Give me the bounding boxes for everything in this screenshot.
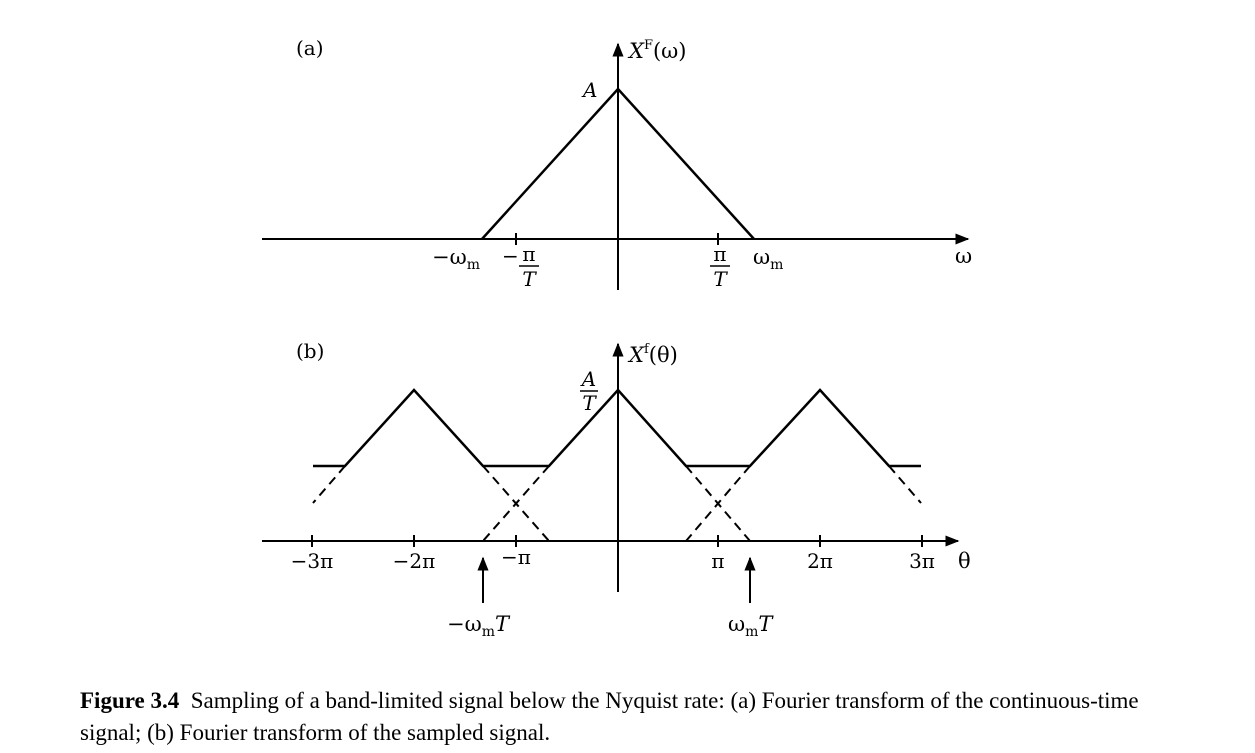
panel-a-neg-omega-m-label: −ωm [432, 245, 480, 273]
panel-a-t-denominator: T [713, 267, 728, 291]
replica-tail [685, 465, 751, 542]
panel-b-x-axis-label: θ [958, 549, 971, 573]
panel-a-omega-m-label: ωm [753, 245, 783, 273]
tick-label-2pi: 2π [807, 549, 833, 573]
panel-b-tag: (b) [296, 339, 324, 363]
panel-b-peak-numerator: A [580, 367, 596, 391]
panel-a-tag: (a) [296, 36, 324, 60]
panel-a-neg-t-denominator: T [522, 267, 537, 291]
tick-label-neg-2pi: −2π [393, 549, 436, 573]
figure-caption: Figure 3.4 Sampling of a band-limited si… [80, 685, 1200, 749]
tick-label-pi: π [711, 549, 724, 573]
panel-a-peak-label: A [581, 78, 597, 102]
tick-label-neg-3pi: −3π [291, 549, 334, 573]
panel-a-neg-pi-numerator: π [522, 242, 535, 266]
figure-number: Figure 3.4 [80, 688, 180, 713]
panel-b-aliased-spectrum [313, 388, 921, 468]
panel-a-pi-numerator: π [713, 242, 726, 266]
panel-b-neg-omega-m-t-label: −ωmT [447, 612, 511, 640]
panel-b-peak-denominator: T [582, 391, 597, 415]
panel-b-replica-tails [312, 465, 922, 542]
tick-label-neg-pi: −π [501, 545, 531, 569]
replica-tail [312, 465, 346, 504]
replica-tail [482, 465, 550, 542]
caption-text: Sampling of a band-limited signal below … [80, 688, 1139, 745]
panel-a-x-axis-label: ω [955, 244, 972, 268]
panel-b-ticks [311, 535, 923, 547]
panel-a: (a) XF(ω) A ω −ωm − π T π T ωm [262, 36, 972, 291]
panel-a-y-label: XF(ω) [627, 38, 687, 63]
sampling-figure: (a) XF(ω) A ω −ωm − π T π T ωm (b) [262, 36, 972, 640]
panel-b: (b) −3π −2π −π π 2π 3π θ [262, 339, 971, 640]
tick-label-3pi: 3π [909, 549, 935, 573]
panel-a-spectrum-triangle [481, 87, 755, 240]
panel-b-omega-m-t-label: ωmT [728, 612, 774, 640]
panel-b-y-label: Xf(θ) [627, 342, 678, 367]
panel-a-neg-sign: − [502, 244, 519, 268]
replica-tail [888, 465, 922, 504]
